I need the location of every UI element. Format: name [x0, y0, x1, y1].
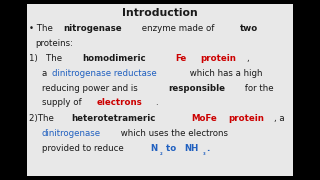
Text: ,: , — [246, 54, 249, 63]
Text: homodimeric: homodimeric — [82, 54, 146, 63]
Text: to: to — [163, 144, 180, 153]
Text: supply of: supply of — [42, 98, 84, 107]
Text: MoFe: MoFe — [191, 114, 217, 123]
Text: protein: protein — [228, 114, 264, 123]
Text: ₂: ₂ — [160, 151, 163, 156]
Text: dinitrogenase reductase: dinitrogenase reductase — [52, 69, 157, 78]
Text: protein: protein — [200, 54, 236, 63]
Text: ₃: ₃ — [203, 151, 205, 156]
Text: which uses the electrons: which uses the electrons — [118, 129, 228, 138]
Text: for the: for the — [242, 84, 274, 93]
Text: enzyme made of: enzyme made of — [139, 24, 217, 33]
Text: proteins:: proteins: — [35, 39, 73, 48]
Text: a: a — [42, 69, 50, 78]
Text: reducing power and is: reducing power and is — [42, 84, 140, 93]
Text: N: N — [151, 144, 158, 153]
Text: NH: NH — [184, 144, 198, 153]
Text: two: two — [240, 24, 258, 33]
Text: nitrogenase: nitrogenase — [63, 24, 122, 33]
Text: 1)   The: 1) The — [29, 54, 70, 63]
Text: provided to reduce: provided to reduce — [42, 144, 126, 153]
Text: responsible: responsible — [169, 84, 226, 93]
Text: .: . — [155, 98, 158, 107]
Text: Fe: Fe — [175, 54, 186, 63]
Text: 2)The: 2)The — [29, 114, 62, 123]
Text: dinitrogenase: dinitrogenase — [42, 129, 101, 138]
Text: which has a high: which has a high — [187, 69, 263, 78]
Text: electrons: electrons — [96, 98, 142, 107]
Text: • The: • The — [29, 24, 55, 33]
FancyBboxPatch shape — [27, 4, 293, 176]
Text: heterotetrameric: heterotetrameric — [72, 114, 156, 123]
Text: Introduction: Introduction — [122, 8, 198, 18]
Text: .: . — [206, 144, 209, 153]
Text: , a: , a — [274, 114, 285, 123]
